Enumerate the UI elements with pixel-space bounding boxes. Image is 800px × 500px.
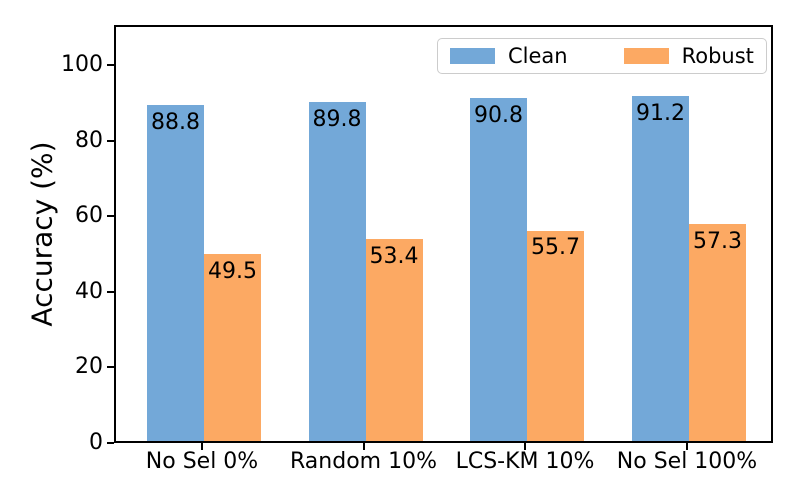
bar-robust-0 [204,253,261,441]
legend-label-clean: Clean [508,43,568,68]
legend: Clean Robust [437,38,767,74]
x-tick-mark [362,443,365,450]
bar-value-label: 88.8 [151,110,200,136]
bar-value-label: 53.4 [369,244,419,270]
bar-clean-1 [308,101,366,441]
y-tick-mark [107,215,114,218]
x-tick-label-2: LCS-KM 10% [455,449,595,474]
x-tick-mark [524,443,526,450]
y-tick-mark [107,366,114,369]
y-tick-label: 80 [75,127,103,153]
bar-clean-0 [147,105,204,441]
y-tick-label: 0 [89,430,103,455]
y-tick-label: 40 [75,278,103,304]
x-tick-label-1: Random 10% [290,449,437,474]
bar-value-label: 89.8 [312,106,362,132]
x-tick-mark [686,443,688,450]
bar-value-label: 90.8 [474,102,523,128]
x-tick-label-3: No Sel 100% [616,449,758,474]
y-tick-mark [107,64,114,67]
legend-swatch-clean-icon [450,48,495,64]
bar-value-label: 55.7 [531,235,580,261]
legend-item-clean: Clean [450,43,568,68]
bar-value-label: 49.5 [208,258,257,284]
bar-robust-3 [689,224,746,441]
legend-label-robust: Robust [681,43,754,68]
bar-robust-1 [365,239,423,441]
bar-value-label: 91.2 [636,101,685,127]
legend-swatch-robust-icon [623,48,669,64]
x-tick-label-0: No Sel 0% [145,449,259,474]
y-tick-label: 20 [75,354,103,380]
y-tick-mark [107,290,114,293]
plot-area: 88.8 49.5 89.8 53.4 90.8 55.7 91.2 57.3 [114,25,773,443]
legend-item-robust: Robust [623,43,754,68]
bar-clean-2 [470,97,527,441]
bar-clean-3 [632,96,689,441]
y-tick-mark [107,442,114,444]
bar-value-label: 57.3 [693,229,742,255]
bar-robust-2 [527,230,584,441]
y-tick-label: 60 [75,203,103,229]
y-tick-label: 100 [61,52,103,78]
x-tick-mark [201,443,203,450]
y-tick-mark [107,139,114,142]
